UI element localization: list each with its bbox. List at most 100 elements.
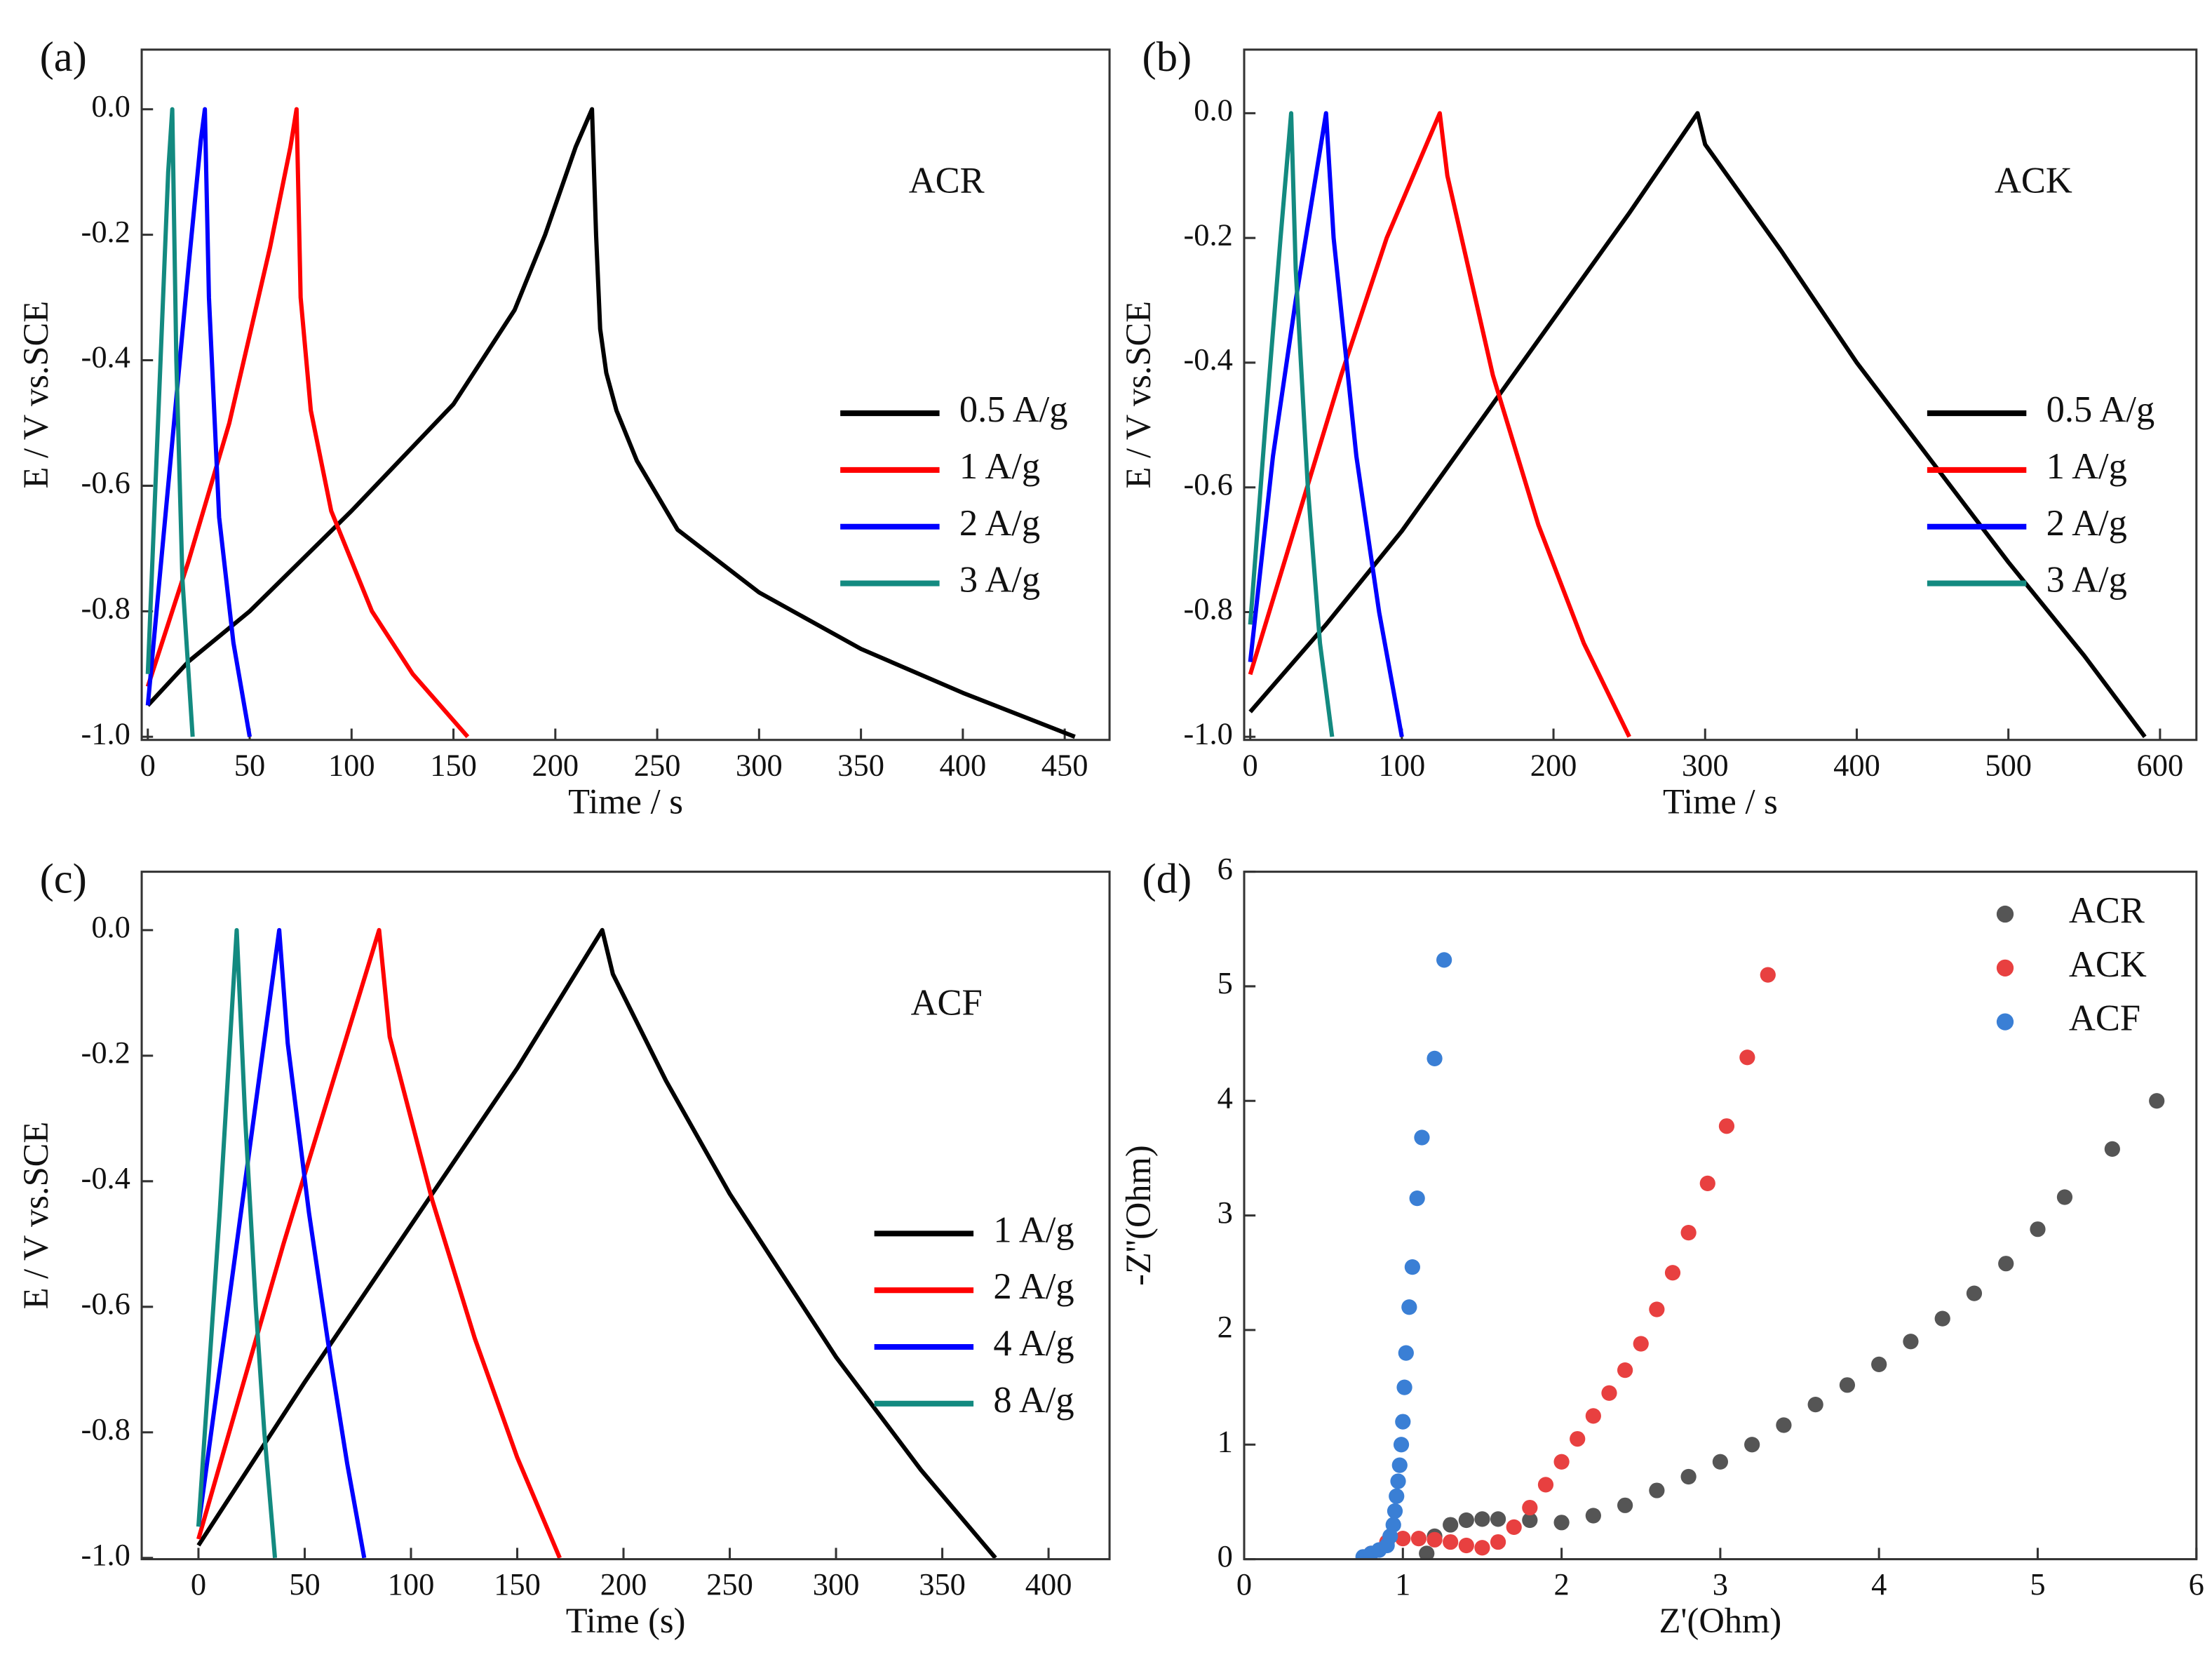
point [1585, 1408, 1601, 1424]
annotation: ACF [911, 983, 983, 1024]
series-line [145, 107, 470, 739]
point [1903, 1334, 1919, 1350]
x-tick-label: 350 [837, 747, 884, 782]
x-tick-label: 150 [430, 747, 477, 782]
point [1553, 1515, 1570, 1531]
point [1680, 1224, 1697, 1241]
legend-label: 4 A/g [993, 1323, 1074, 1364]
point [1390, 1473, 1406, 1489]
point [1396, 1379, 1412, 1395]
y-tick-label: -0.8 [1183, 591, 1232, 626]
x-tick-label: 5 [2030, 1567, 2045, 1602]
plot-frame [1243, 48, 2198, 742]
y-tick-label: -0.2 [81, 1035, 130, 1070]
point [1966, 1285, 1983, 1301]
x-tick-label: 250 [634, 747, 681, 782]
x-tick-label: 250 [706, 1567, 753, 1602]
x-tick-label: 2 [1553, 1567, 1569, 1602]
point [1601, 1385, 1617, 1401]
series-line [1248, 111, 1335, 737]
point [1934, 1310, 1950, 1327]
y-tick-label: 6 [1218, 851, 1233, 886]
point [1443, 1534, 1459, 1550]
panel: (a) ACR 0 50 100 150 200 250 300 350 400 450 0.0 -0.2… [16, 34, 1111, 821]
point [1585, 1508, 1601, 1524]
point [1649, 1301, 1665, 1317]
series-line [1248, 111, 1631, 738]
panel-label: (a) [40, 34, 87, 81]
point [1522, 1512, 1538, 1529]
legend-label: 1 A/g [993, 1209, 1074, 1250]
point [1393, 1437, 1410, 1453]
point [1427, 1050, 1443, 1066]
x-tick-label: 400 [1025, 1567, 1072, 1602]
x-axis-label: Time / s [1663, 781, 1778, 821]
annotation: ACK [1995, 161, 2072, 201]
y-tick-label: 1 [1218, 1423, 1233, 1458]
x-axis-label: Time / s [568, 781, 683, 821]
x-tick-label: 0 [191, 1567, 206, 1602]
point [1387, 1503, 1403, 1520]
plot-frame [1243, 871, 2198, 1561]
y-tick-label: 5 [1218, 965, 1233, 1000]
x-tick-label: 1 [1395, 1567, 1410, 1602]
y-tick-label: -1.0 [81, 1537, 130, 1572]
point [1409, 1190, 1425, 1207]
legend-label: 1 A/g [959, 446, 1040, 487]
point [1760, 967, 1776, 983]
point [1391, 1457, 1408, 1473]
series-line [145, 107, 252, 737]
legend-marker [1996, 959, 2014, 977]
point [1739, 1049, 1755, 1066]
y-tick-label: 0.0 [1194, 93, 1233, 128]
point [1474, 1511, 1490, 1527]
point [1398, 1345, 1414, 1361]
y-tick-label: -1.0 [1183, 716, 1232, 751]
x-tick-label: 200 [1530, 747, 1577, 782]
y-axis-label: E / V vs.SCE [16, 1122, 55, 1310]
legend-label: ACF [2069, 998, 2140, 1039]
x-tick-label: 0 [140, 747, 156, 782]
legend-label: 3 A/g [2046, 560, 2127, 601]
point [1414, 1129, 1430, 1146]
y-tick-label: -0.6 [1183, 467, 1232, 502]
point [1490, 1534, 1506, 1550]
y-tick-label: -0.6 [81, 1286, 130, 1321]
point [1458, 1512, 1474, 1529]
legend-label: 8 A/g [993, 1380, 1074, 1421]
legend-label: 3 A/g [959, 560, 1040, 601]
x-tick-label: 300 [1682, 747, 1729, 782]
point [1553, 1454, 1570, 1470]
legend-label: 2 A/g [993, 1266, 1074, 1307]
series-line [196, 927, 997, 1559]
point [1712, 1454, 1728, 1470]
legend-label: 2 A/g [959, 503, 1040, 544]
x-tick-label: 400 [940, 747, 987, 782]
point [1537, 1477, 1554, 1493]
x-tick-label: 400 [1833, 747, 1880, 782]
plot-area [1248, 111, 2147, 739]
point [2030, 1221, 2046, 1237]
point [1395, 1414, 1411, 1430]
point [1522, 1499, 1538, 1516]
x-tick-label: 3 [1713, 1567, 1728, 1602]
series-line [196, 927, 562, 1559]
point [1419, 1545, 1435, 1559]
x-tick-label: 200 [532, 747, 579, 782]
panel-label: (b) [1142, 34, 1192, 81]
legend-label: ACR [2069, 890, 2145, 931]
point [1617, 1362, 1633, 1378]
series-line [145, 107, 195, 737]
point [1699, 1175, 1715, 1191]
point [1998, 1256, 2014, 1272]
x-tick-label: 4 [1871, 1567, 1887, 1602]
panel: (c) ACF 0 50 100 150 200 250 300 350 400 0.0 -0.2 -0.… [16, 856, 1111, 1640]
x-tick-label: 200 [600, 1567, 647, 1602]
y-tick-label: -0.2 [81, 214, 130, 249]
plot-frame [140, 871, 1111, 1561]
point [1633, 1336, 1649, 1352]
x-tick-label: 300 [736, 747, 783, 782]
point [1664, 1265, 1681, 1281]
legend-label: 1 A/g [2046, 446, 2127, 487]
y-tick-label: 0.0 [91, 909, 130, 944]
